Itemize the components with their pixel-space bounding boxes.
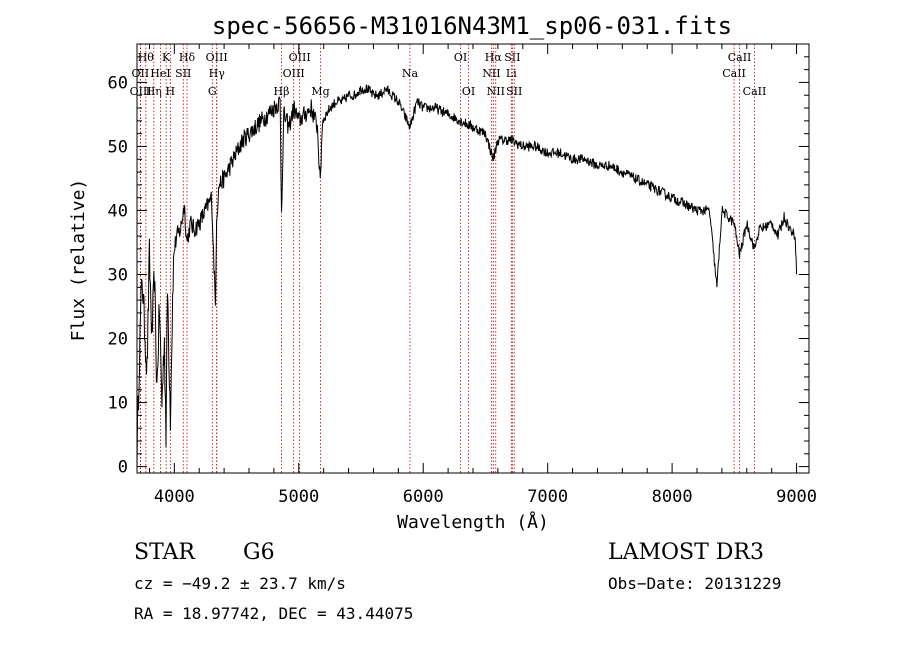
line-label-23: SII (504, 51, 520, 64)
line-label-7: SII (175, 67, 191, 80)
line-label-4: HeI (150, 67, 170, 80)
line-label-12: Hβ (274, 85, 290, 98)
y-tick-label-2: 20 (108, 330, 128, 350)
line-label-20: Hα (485, 51, 503, 64)
line-label-14: OIII (289, 51, 311, 64)
y-tick-label-0: 0 (118, 458, 128, 478)
line-label-8: Hδ (179, 51, 196, 64)
line-label-11: Hγ (209, 67, 226, 80)
line-label-22: Li (506, 67, 517, 80)
spectral-line-markers: OIIOIIIHθHηHeIKHSIIHδGOIIIHγHβOIIIOIIIMg… (130, 44, 767, 473)
line-label-2: Hθ (138, 51, 155, 64)
line-label-5: K (162, 51, 171, 64)
y-tick-label-5: 50 (108, 137, 128, 157)
x-axis: 4000 5000 6000 7000 8000 9000 (148, 44, 817, 507)
x-tick-label-0: 4000 (154, 487, 195, 507)
line-label-13: OIII (283, 67, 305, 80)
chart-title: spec-56656-M31016N43M1_sp06-031.fits (212, 12, 732, 40)
line-label-27: CaII (743, 85, 767, 98)
line-label-16: Na (402, 67, 419, 80)
y-axis-label: Flux (relative) (68, 179, 89, 342)
survey-name: LAMOST DR3 (608, 540, 764, 565)
line-label-6: H (166, 85, 176, 98)
x-axis-label: Wavelength (Å) (397, 511, 549, 533)
spectrum-line (136, 84, 798, 470)
line-label-9: G (208, 85, 217, 98)
line-label-1: OIII (130, 85, 152, 98)
coordinates: RA = 18.97742, DEC = 43.44075 (134, 604, 414, 623)
line-label-3: Hη (146, 85, 162, 98)
observation-date: Obs−Date: 20131229 (608, 574, 782, 593)
y-tick-label-3: 30 (108, 266, 128, 286)
x-tick-label-2: 6000 (403, 487, 444, 507)
x-tick-label-5: 9000 (776, 487, 817, 507)
x-tick-label-4: 8000 (652, 487, 693, 507)
x-tick-label-3: 7000 (527, 487, 568, 507)
plot-frame (136, 43, 810, 474)
y-tick-label-4: 40 (108, 201, 128, 221)
redshift-cz: cz = −49.2 ± 23.7 km/s (134, 574, 346, 593)
line-label-18: OI (462, 85, 475, 98)
y-tick-label-1: 10 (108, 394, 128, 414)
line-label-15: Mg (311, 85, 329, 98)
line-label-21: NII (487, 85, 505, 98)
object-class: STAR (134, 540, 195, 565)
x-tick-label-1: 5000 (278, 487, 319, 507)
line-label-24: SII (506, 85, 522, 98)
y-axis: 0 10 20 30 40 50 60 (108, 56, 809, 478)
line-label-10: OIII (206, 51, 228, 64)
line-label-26: CaII (728, 51, 752, 64)
line-label-25: CaII (722, 67, 746, 80)
y-tick-label-6: 60 (108, 73, 128, 93)
object-subclass: G6 (243, 540, 275, 565)
line-label-19: NII (482, 67, 500, 80)
line-label-17: OI (454, 51, 467, 64)
spectrum-series (136, 84, 798, 470)
